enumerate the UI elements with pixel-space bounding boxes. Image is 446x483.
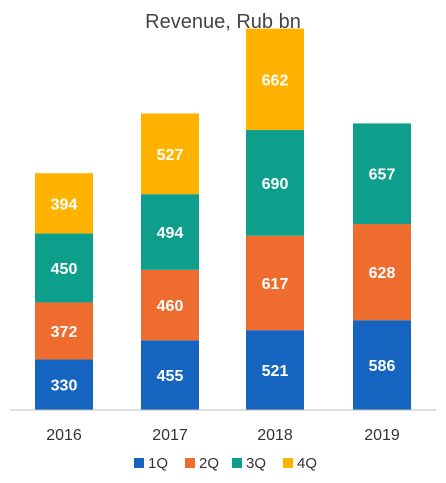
legend-swatch-4Q bbox=[283, 458, 293, 468]
bar-label-2019-3Q: 657 bbox=[369, 167, 396, 184]
bar-2017-1Q bbox=[141, 340, 199, 410]
bar-2019-3Q bbox=[353, 123, 411, 225]
bar-label-2018-3Q: 690 bbox=[262, 176, 289, 193]
x-tick-labels: 2016 2017 2018 2019 bbox=[46, 427, 400, 444]
legend-swatch-1Q bbox=[134, 458, 144, 468]
bar-label-2018-2Q: 617 bbox=[262, 276, 289, 293]
bar-label-2016-3Q: 450 bbox=[51, 261, 78, 278]
bar-2016-3Q bbox=[35, 233, 93, 303]
bar-2019-1Q bbox=[353, 320, 411, 410]
bar-label-2017-4Q: 527 bbox=[157, 147, 184, 164]
bar-2017-2Q bbox=[141, 269, 199, 341]
bar-label-2017-3Q: 494 bbox=[157, 225, 184, 242]
legend: 1Q 2Q 3Q 4Q bbox=[134, 455, 317, 472]
legend-label-3Q: 3Q bbox=[246, 455, 266, 472]
legend-label-2Q: 2Q bbox=[199, 455, 219, 472]
bar-label-2016-4Q: 394 bbox=[51, 196, 78, 213]
bar-label-2019-1Q: 586 bbox=[369, 358, 396, 375]
bar-label-2018-4Q: 662 bbox=[262, 72, 289, 89]
x-tick-2016: 2016 bbox=[46, 427, 82, 444]
x-tick-2018: 2018 bbox=[257, 427, 293, 444]
x-tick-2017: 2017 bbox=[152, 427, 188, 444]
bar-2018-1Q bbox=[246, 330, 304, 410]
legend-label-4Q: 4Q bbox=[297, 455, 317, 472]
chart-title: Revenue, Rub bn bbox=[145, 11, 301, 33]
bar-2018-2Q bbox=[246, 235, 304, 331]
bar-2017-4Q bbox=[141, 113, 199, 195]
legend-swatch-3Q bbox=[232, 458, 242, 468]
legend-swatch-2Q bbox=[185, 458, 195, 468]
bar-2016-1Q bbox=[35, 359, 93, 410]
bar-label-2016-1Q: 330 bbox=[51, 378, 78, 395]
bar-2018-3Q bbox=[246, 129, 304, 236]
x-tick-2019: 2019 bbox=[364, 427, 400, 444]
bar-label-2019-2Q: 628 bbox=[369, 265, 396, 282]
bar-2019-2Q bbox=[353, 224, 411, 321]
bar-2018-4Q bbox=[246, 28, 304, 130]
bar-2017-3Q bbox=[141, 194, 199, 270]
bar-2016-4Q bbox=[35, 173, 93, 234]
bar-label-2016-2Q: 372 bbox=[51, 324, 78, 341]
legend-label-1Q: 1Q bbox=[148, 455, 168, 472]
bar-label-2017-1Q: 455 bbox=[157, 368, 184, 385]
bar-label-2018-1Q: 521 bbox=[262, 363, 289, 380]
bar-label-2017-2Q: 460 bbox=[157, 298, 184, 315]
bars-layer: 330 372 450 394 455 460 494 527 521 617 690 662 586 6… bbox=[35, 28, 411, 410]
bar-2016-2Q bbox=[35, 302, 93, 360]
